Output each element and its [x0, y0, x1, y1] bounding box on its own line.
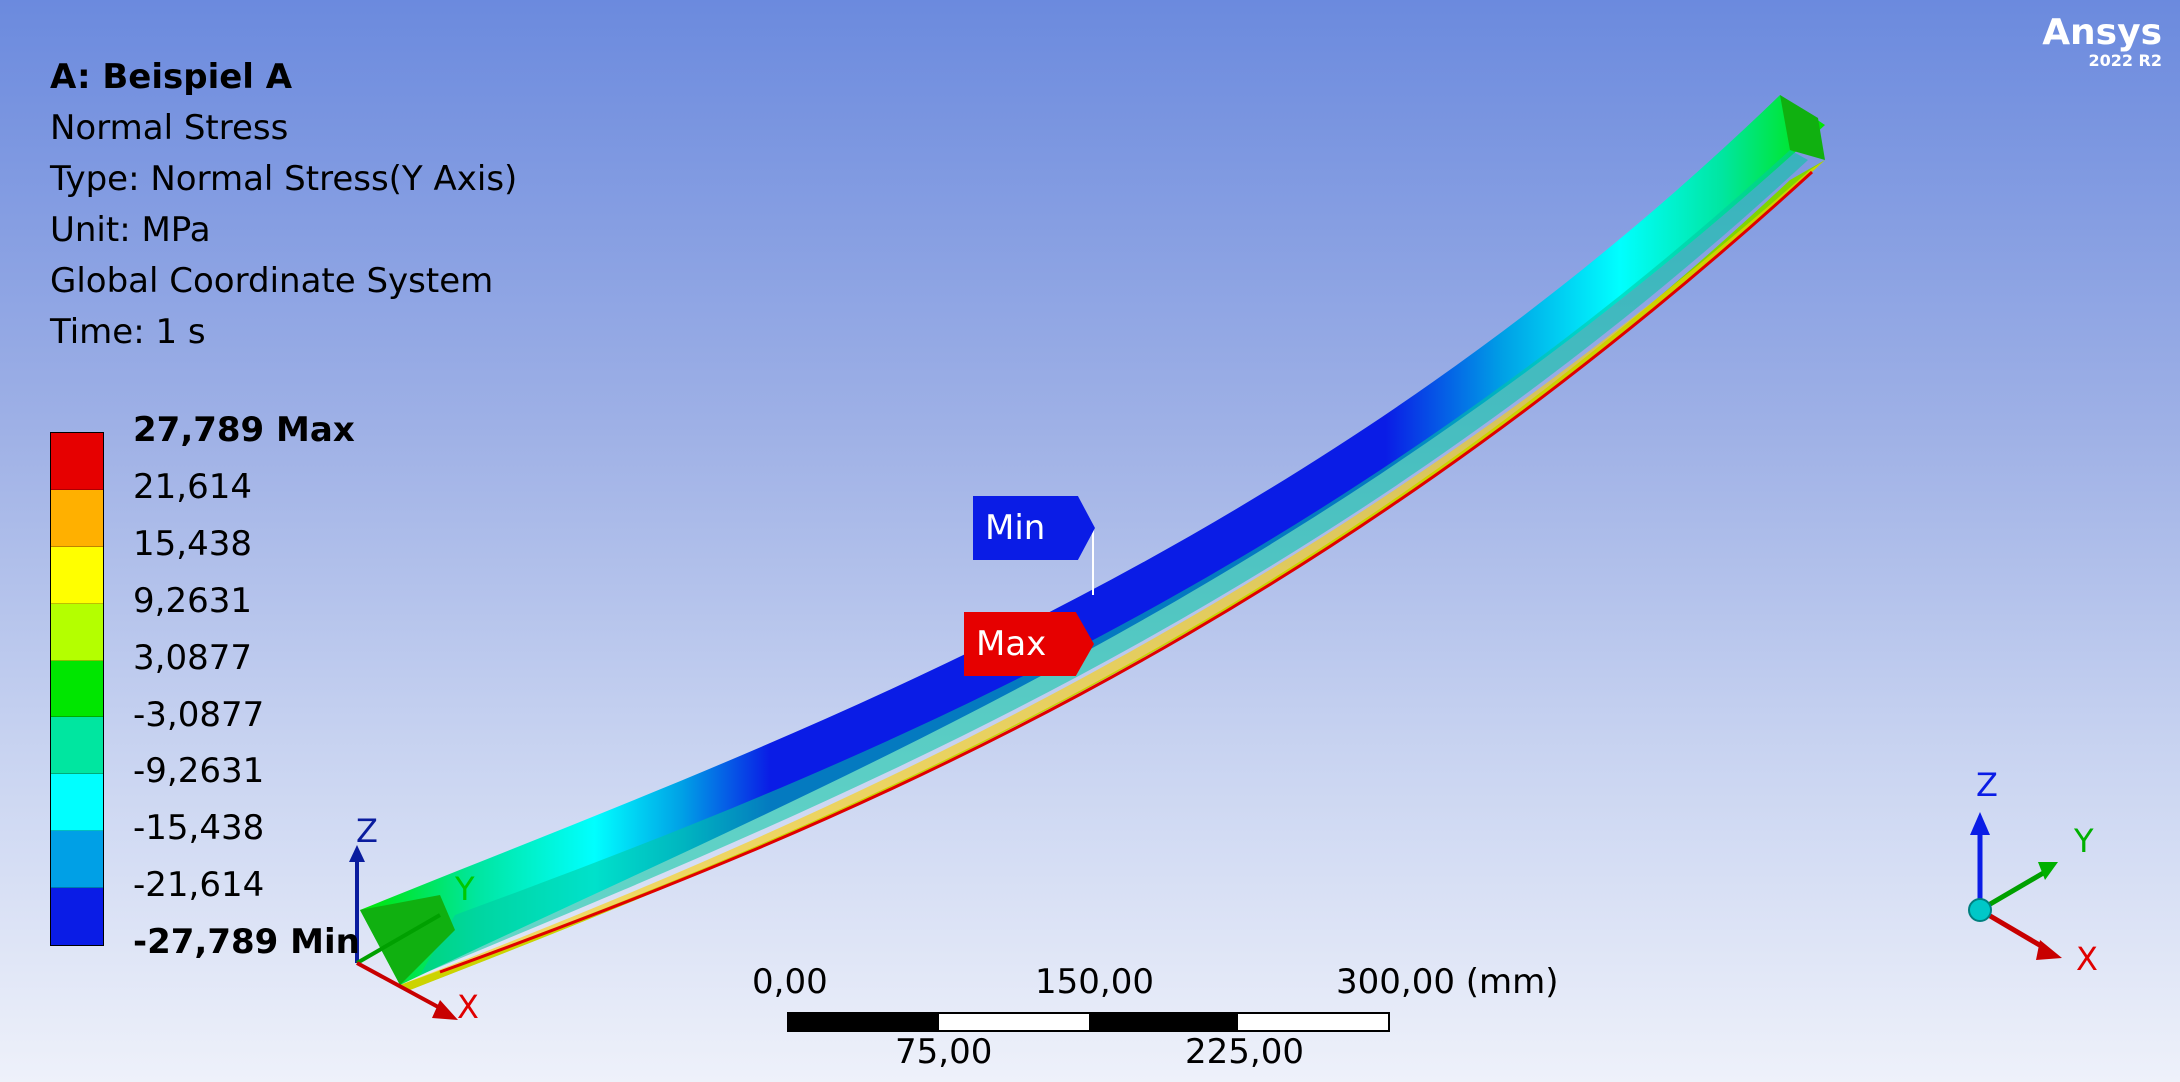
local-axis-x-label: X [457, 988, 479, 1026]
legend-band-8 [51, 888, 103, 946]
triad-y-label: Y [2074, 822, 2094, 860]
legend-label-4: 3,0877 [133, 637, 252, 678]
legend-band-4 [51, 660, 103, 718]
brand-version: 2022 R2 [2088, 51, 2162, 70]
legend-band-6 [51, 774, 103, 832]
legend-label-2: 15,438 [133, 523, 252, 564]
legend-band-0 [51, 433, 103, 490]
scale-label-300: 300,00 (mm) [1336, 962, 1559, 1002]
legend-band-1 [51, 489, 103, 547]
legend-label-8: -21,614 [133, 865, 265, 906]
scale-label-0: 0,00 [752, 962, 828, 1002]
beam-end-cap-left [360, 895, 455, 985]
beam-bottom-edge-red [439, 170, 1814, 974]
local-axis-y-label: Y [455, 870, 475, 908]
result-unit: Unit: MPa [50, 210, 211, 250]
min-probe-label[interactable]: Min [973, 496, 1095, 560]
scale-label-75: 75,00 [895, 1032, 993, 1072]
beam-end-cap-right [1780, 95, 1825, 160]
contour-legend[interactable] [50, 432, 104, 946]
result-info: A: Beispiel A Normal Stress Type: Normal… [50, 52, 517, 358]
legend-label-0: 27,789 Max [133, 410, 355, 450]
scale-label-225: 225,00 [1185, 1032, 1304, 1072]
brand-name: Ansys [2042, 12, 2162, 53]
scale-label-150: 150,00 [1035, 962, 1154, 1002]
triad-z-label: Z [1976, 766, 1998, 804]
legend-band-2 [51, 546, 103, 604]
legend-band-5 [51, 717, 103, 775]
analysis-title: A: Beispiel A [50, 57, 293, 97]
legend-band-7 [51, 831, 103, 889]
beam-top-face [360, 95, 1825, 985]
beam-mid-layer [420, 150, 1808, 975]
result-time: Time: 1 s [50, 312, 206, 352]
ansys-logo: Ansys 2022 R2 [2042, 14, 2162, 70]
scale-bar [787, 1012, 1390, 1032]
legend-band-3 [51, 603, 103, 661]
coordinate-system: Global Coordinate System [50, 261, 494, 301]
max-probe-label[interactable]: Max [964, 612, 1094, 676]
legend-label-9: -27,789 Min [133, 922, 360, 963]
legend-label-5: -3,0877 [133, 694, 265, 735]
legend-label-6: -9,2631 [133, 751, 265, 792]
triad-x-label: X [2076, 940, 2098, 978]
coordinate-triad[interactable] [1968, 812, 2062, 960]
legend-label-3: 9,2631 [133, 580, 252, 621]
local-axis-z-label: Z [356, 812, 378, 850]
legend-label-1: 21,614 [133, 466, 252, 507]
result-type: Type: Normal Stress(Y Axis) [50, 159, 518, 199]
result-name: Normal Stress [50, 108, 289, 148]
legend-label-7: -15,438 [133, 808, 265, 849]
local-axes [349, 845, 458, 1020]
